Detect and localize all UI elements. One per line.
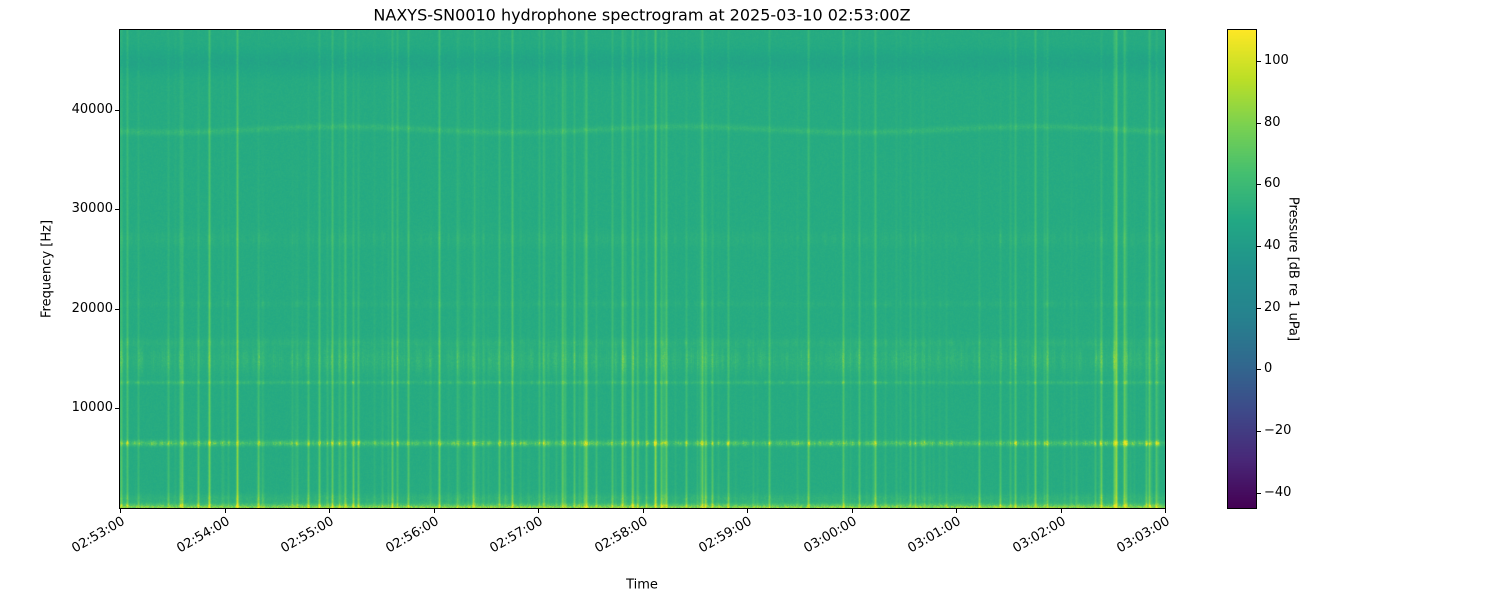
x-tick-label: 02:53:00 xyxy=(69,514,128,557)
y-tick-label: 10000 xyxy=(71,400,113,415)
x-tick-label: 02:55:00 xyxy=(278,514,337,557)
x-tick-label: 02:54:00 xyxy=(174,514,233,557)
x-tick-mark xyxy=(643,509,644,513)
colorbar-tick-label: 0 xyxy=(1264,361,1273,376)
colorbar-tick-label: 80 xyxy=(1264,115,1281,130)
y-tick-label: 20000 xyxy=(71,301,113,316)
x-tick-label: 03:01:00 xyxy=(905,514,964,557)
colorbar-label: Pressure [dB re 1 uPa] xyxy=(1285,196,1301,342)
colorbar-tick-mark xyxy=(1257,123,1261,124)
colorbar-tick-label: 60 xyxy=(1264,176,1281,191)
x-tick-label: 02:59:00 xyxy=(696,514,755,557)
colorbar-canvas xyxy=(1228,30,1256,508)
x-tick-label: 03:03:00 xyxy=(1114,514,1173,557)
colorbar-tick-label: 20 xyxy=(1264,300,1281,315)
colorbar xyxy=(1227,29,1257,509)
x-tick-mark xyxy=(225,509,226,513)
x-tick-mark xyxy=(1061,509,1062,513)
x-tick-label: 03:02:00 xyxy=(1010,514,1069,557)
x-tick-label: 02:56:00 xyxy=(383,514,442,557)
x-tick-mark xyxy=(956,509,957,513)
x-tick-mark xyxy=(329,509,330,513)
colorbar-tick-label: −40 xyxy=(1264,485,1292,500)
y-tick-mark xyxy=(115,209,119,210)
x-tick-mark xyxy=(538,509,539,513)
colorbar-tick-mark xyxy=(1257,431,1261,432)
colorbar-tick-mark xyxy=(1257,184,1261,185)
plot-area xyxy=(119,29,1166,509)
x-tick-mark xyxy=(1165,509,1166,513)
colorbar-tick-mark xyxy=(1257,61,1261,62)
y-tick-mark xyxy=(115,110,119,111)
x-tick-mark xyxy=(852,509,853,513)
x-tick-label: 03:00:00 xyxy=(801,514,860,557)
y-tick-mark xyxy=(115,309,119,310)
y-tick-label: 30000 xyxy=(71,201,113,216)
colorbar-tick-mark xyxy=(1257,308,1261,309)
colorbar-tick-mark xyxy=(1257,246,1261,247)
x-tick-mark xyxy=(434,509,435,513)
colorbar-tick-mark xyxy=(1257,369,1261,370)
x-axis-label: Time xyxy=(626,577,658,593)
colorbar-tick-mark xyxy=(1257,493,1261,494)
x-tick-label: 02:58:00 xyxy=(592,514,651,557)
x-tick-mark xyxy=(747,509,748,513)
x-tick-mark xyxy=(120,509,121,513)
y-tick-label: 40000 xyxy=(71,102,113,117)
chart-title: NAXYS-SN0010 hydrophone spectrogram at 2… xyxy=(373,5,911,25)
colorbar-tick-label: −20 xyxy=(1264,423,1292,438)
y-tick-mark xyxy=(115,408,119,409)
x-tick-label: 02:57:00 xyxy=(487,514,546,557)
colorbar-tick-label: 100 xyxy=(1264,53,1289,68)
spectrogram-canvas xyxy=(120,30,1165,508)
colorbar-tick-label: 40 xyxy=(1264,238,1281,253)
